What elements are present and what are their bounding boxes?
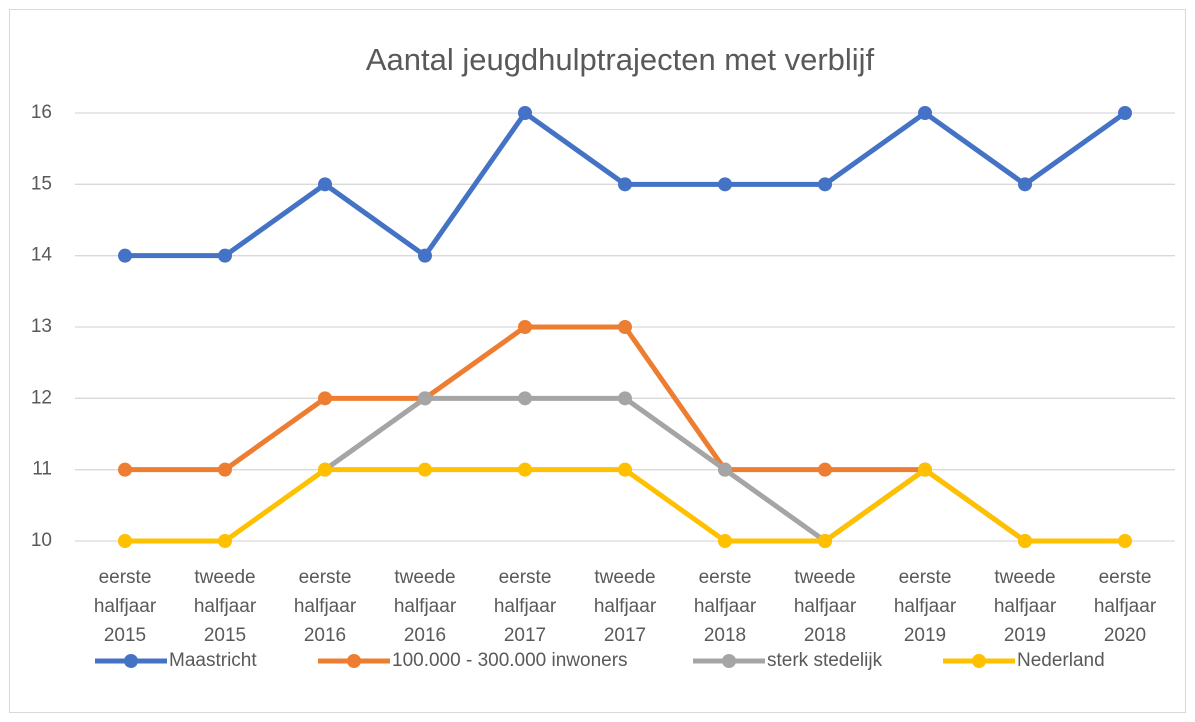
x-tick-label: tweede halfjaar 2016 — [394, 567, 457, 646]
data-point — [218, 248, 232, 263]
legend-swatch-marker — [972, 654, 986, 668]
legend-swatch-marker — [124, 654, 138, 668]
data-point — [118, 248, 132, 263]
data-point — [518, 106, 532, 120]
data-point — [518, 391, 532, 406]
legend-label: sterk stedelijk — [767, 650, 883, 671]
data-point — [518, 320, 532, 334]
data-point — [518, 462, 532, 477]
y-tick-label: 10 — [31, 530, 52, 551]
data-point — [618, 391, 632, 406]
x-tick-label: tweede halfjaar 2017 — [594, 567, 657, 646]
data-point — [718, 534, 732, 548]
y-tick-label: 15 — [31, 173, 52, 194]
y-tick-label: 12 — [31, 387, 52, 408]
data-point — [118, 534, 132, 548]
data-point — [218, 462, 232, 477]
data-point — [418, 248, 432, 263]
y-tick-label: 13 — [31, 316, 52, 337]
x-tick-label: eerste halfjaar 2016 — [294, 567, 357, 646]
legend-swatch-marker — [347, 654, 361, 668]
x-tick-label: eerste halfjaar 2020 — [1094, 567, 1157, 646]
data-point — [618, 462, 632, 477]
data-point — [818, 534, 832, 548]
chart-border — [9, 9, 1186, 713]
data-point — [918, 106, 932, 120]
data-point — [418, 462, 432, 477]
data-point — [718, 177, 732, 192]
data-point — [1118, 534, 1132, 548]
chart-title: Aantal jeugdhulptrajecten met verblijf — [366, 42, 875, 77]
data-point — [818, 177, 832, 192]
data-point — [718, 462, 732, 477]
data-point — [1018, 177, 1032, 192]
data-point — [618, 320, 632, 334]
x-tick-label: tweede halfjaar 2015 — [194, 567, 257, 646]
data-point — [1018, 534, 1032, 548]
legend-label: Maastricht — [169, 650, 257, 671]
data-point — [818, 462, 832, 477]
data-point — [418, 391, 432, 406]
x-tick-label: eerste halfjaar 2017 — [494, 567, 557, 646]
data-point — [918, 462, 932, 477]
x-tick-label: tweede halfjaar 2018 — [794, 567, 857, 646]
data-point — [1118, 106, 1132, 120]
x-tick-label: eerste halfjaar 2019 — [894, 567, 957, 646]
y-tick-label: 14 — [31, 245, 53, 266]
y-tick-label: 16 — [31, 102, 52, 123]
x-tick-label: tweede halfjaar 2019 — [994, 567, 1057, 646]
x-tick-label: eerste halfjaar 2018 — [694, 567, 757, 646]
data-point — [618, 177, 632, 192]
legend-label: Nederland — [1017, 650, 1105, 671]
legend-swatch-marker — [722, 654, 736, 668]
data-point — [218, 534, 232, 548]
data-point — [318, 177, 332, 192]
y-tick-label: 11 — [32, 459, 52, 480]
data-point — [318, 462, 332, 477]
data-point — [118, 462, 132, 477]
x-tick-label: eerste halfjaar 2015 — [94, 567, 157, 646]
data-point — [318, 391, 332, 406]
legend-label: 100.000 - 300.000 inwoners — [392, 650, 628, 671]
